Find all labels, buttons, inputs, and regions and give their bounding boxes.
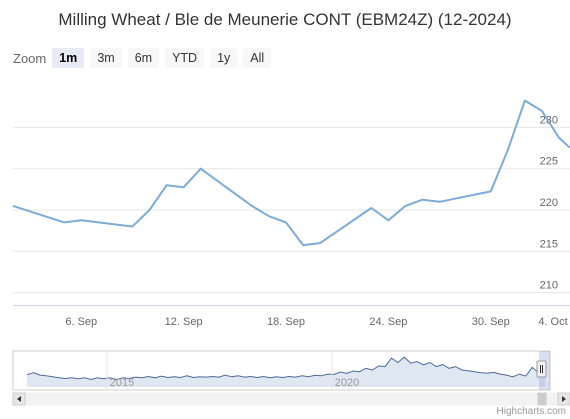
x-axis: 6. Sep 12. Sep 18. Sep 24. Sep 30. Sep 4. Oct [65, 316, 567, 328]
price-series [12, 99, 570, 247]
x-tick-label: 30. Sep [472, 316, 510, 328]
highcharts-credit[interactable]: Highcharts.com [496, 406, 566, 417]
navigator-year-label: 2020 [335, 377, 359, 389]
zoom-ytd-button[interactable]: YTD [165, 48, 205, 68]
left-arrow-icon [17, 396, 21, 402]
y-tick-label: 220 [540, 197, 558, 209]
scrollbar-thumb[interactable] [537, 392, 547, 406]
y-tick-label: 210 [540, 280, 558, 292]
navigator-year-label: 2015 [110, 377, 134, 389]
zoom-1y-button[interactable]: 1y [210, 48, 238, 68]
zoom-6m-button[interactable]: 6m [127, 48, 160, 68]
navigator-area [27, 357, 545, 387]
x-tick-label: 12. Sep [165, 316, 203, 328]
zoom-label: Zoom [13, 50, 47, 66]
x-tick-label: 24. Sep [369, 316, 407, 328]
navigator-line [26, 356, 546, 381]
grid-lines [13, 126, 570, 306]
y-tick-label: 215 [540, 238, 558, 250]
zoom-all-button[interactable]: All [243, 48, 272, 68]
zoom-3m-button[interactable]: 3m [90, 48, 122, 68]
navigator[interactable]: 2015 2020 [12, 350, 570, 406]
navigator-handle[interactable] [536, 360, 547, 378]
series-line [12, 99, 570, 247]
zoom-1m-button[interactable]: 1m [52, 48, 85, 68]
zoom-selector: Zoom 1m 3m 6m YTD 1y All [13, 47, 277, 69]
chart-title: Milling Wheat / Ble de Meunerie CONT (EB… [58, 10, 512, 29]
right-arrow-icon [562, 396, 566, 402]
x-tick-label: 4. Oct [538, 316, 567, 328]
y-tick-label: 225 [540, 156, 558, 168]
x-tick-label: 18. Sep [267, 316, 305, 328]
scrollbar-track[interactable] [12, 392, 570, 406]
x-tick-label: 6. Sep [65, 316, 97, 328]
